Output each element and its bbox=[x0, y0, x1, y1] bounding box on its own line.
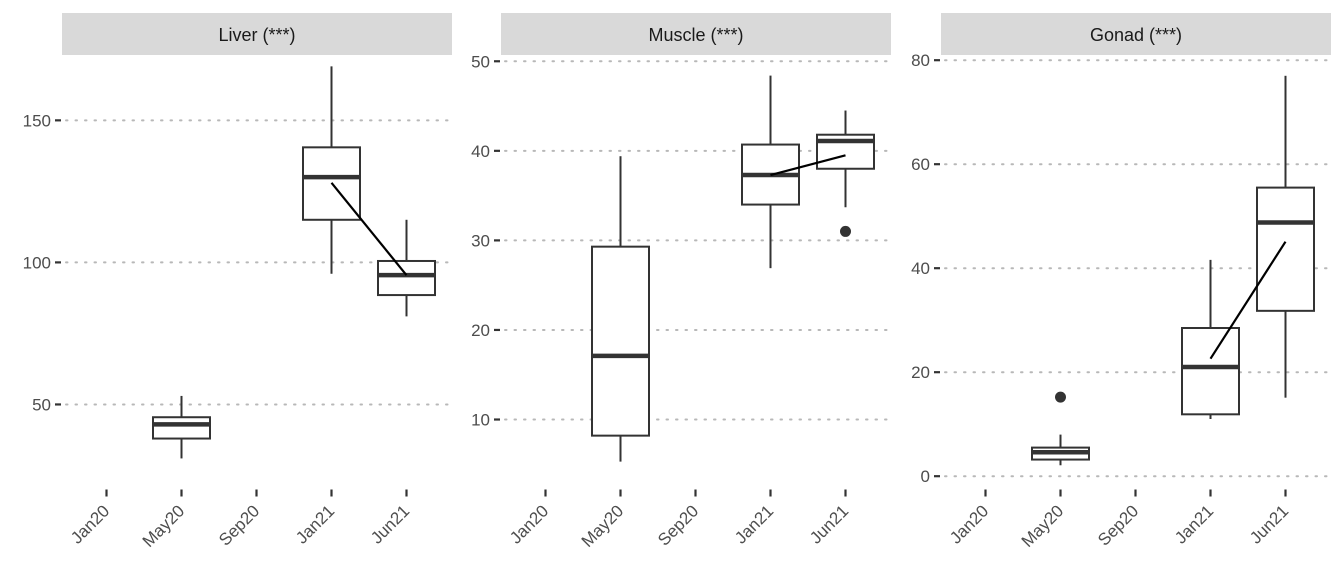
iqr-box bbox=[377, 259, 436, 297]
iqr-box bbox=[152, 416, 211, 440]
trend-line bbox=[770, 154, 846, 177]
boxplot-may20 bbox=[591, 156, 650, 462]
y-tick-label: 10 bbox=[471, 411, 490, 430]
x-tick-label: May20 bbox=[1018, 501, 1068, 551]
x-tick-label: May20 bbox=[578, 501, 628, 551]
boxplot-jan21 bbox=[1181, 259, 1240, 419]
iqr-box bbox=[1181, 327, 1240, 416]
facet-strip bbox=[62, 13, 452, 55]
trend-line bbox=[1209, 241, 1287, 360]
x-tick-label: Sep20 bbox=[654, 501, 702, 549]
y-tick-label: 100 bbox=[23, 253, 51, 272]
boxplot-jun21 bbox=[816, 110, 875, 237]
boxplot-jan21 bbox=[741, 75, 800, 269]
panel-gonad: Gonad (***) 0 20 40 60 80 Jan20 May20 Sep20 Jan21… bbox=[911, 13, 1332, 551]
x-tick-label: Jun21 bbox=[806, 501, 852, 547]
x-tick-label: Sep20 bbox=[1094, 501, 1142, 549]
y-tick-label: 80 bbox=[911, 51, 930, 70]
facet-strip bbox=[501, 13, 891, 55]
trend-line bbox=[330, 182, 408, 276]
x-tick-label: Sep20 bbox=[215, 501, 263, 549]
x-tick-label: May20 bbox=[139, 501, 189, 551]
y-tick-label: 40 bbox=[911, 259, 930, 278]
y-tick-label: 30 bbox=[471, 231, 490, 250]
y-tick-label: 20 bbox=[471, 321, 490, 340]
outlier-point bbox=[840, 225, 851, 237]
x-tick-label: Jun21 bbox=[367, 501, 413, 547]
x-tick-label: Jan20 bbox=[506, 501, 552, 547]
facet-title: Muscle (***) bbox=[648, 25, 743, 45]
facet-strip bbox=[941, 13, 1331, 55]
iqr-box bbox=[591, 245, 650, 437]
boxplot-jun21 bbox=[1256, 75, 1315, 398]
y-tick-label: 150 bbox=[23, 111, 51, 130]
y-tick-label: 50 bbox=[471, 52, 490, 71]
panel-muscle: Muscle (***) 10 20 30 40 50 Jan20 May20 Sep20 Jan… bbox=[471, 13, 892, 551]
y-tick-label: 40 bbox=[471, 142, 490, 161]
facet-title: Liver (***) bbox=[218, 25, 295, 45]
y-tick-label: 0 bbox=[921, 467, 930, 486]
y-tick-label: 50 bbox=[32, 395, 51, 414]
boxplot-may20 bbox=[1031, 391, 1090, 466]
x-tick-label: Jun21 bbox=[1246, 501, 1292, 547]
x-tick-label: Jan20 bbox=[67, 501, 113, 547]
boxplot-jan21 bbox=[302, 66, 361, 274]
facet-title: Gonad (***) bbox=[1090, 25, 1182, 45]
y-tick-label: 20 bbox=[911, 363, 930, 382]
iqr-box bbox=[1256, 186, 1315, 312]
x-tick-label: Jan20 bbox=[946, 501, 992, 547]
panel-liver: Liver (***) 50 100 150 Jan20 May20 Sep20 Jan21 J… bbox=[23, 13, 453, 551]
y-tick-label: 60 bbox=[911, 155, 930, 174]
boxplot-jun21 bbox=[377, 219, 436, 317]
x-tick-label: Jan21 bbox=[1171, 501, 1217, 547]
x-tick-label: Jan21 bbox=[292, 501, 338, 547]
boxplot-may20 bbox=[152, 395, 211, 459]
outlier-point bbox=[1055, 391, 1066, 403]
x-tick-label: Jan21 bbox=[731, 501, 777, 547]
